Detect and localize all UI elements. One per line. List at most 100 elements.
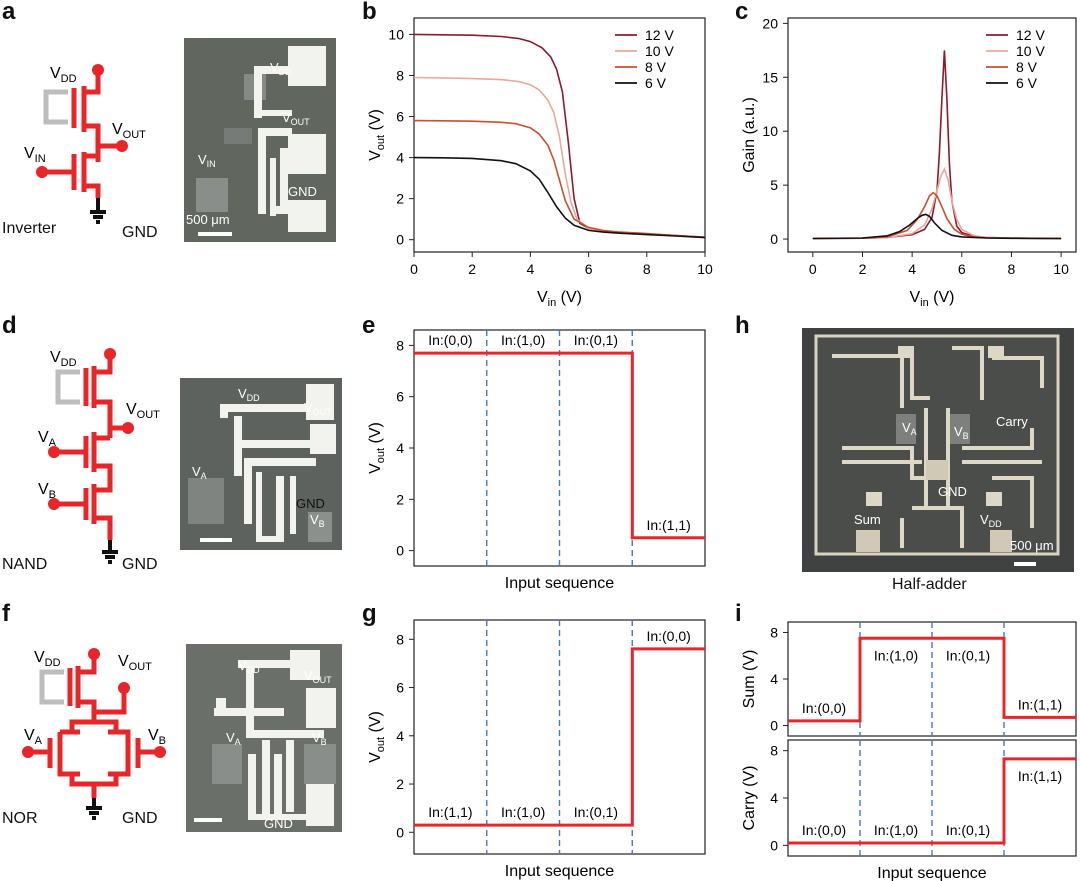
signal-trace-e [414, 351, 705, 540]
x-tick-label-b: 0 [410, 261, 418, 277]
nand-photo-gnd: GND [296, 496, 325, 511]
y-tick-label-c: 20 [762, 15, 778, 31]
inverter-vin-label: VIN [24, 145, 46, 165]
state-label-i_sum-0: In:(0,0) [802, 700, 846, 716]
halfadder-photo-gnd: GND [938, 484, 967, 499]
x-tick-label-b: 6 [585, 261, 593, 277]
inverter-gnd-label: GND [122, 224, 158, 241]
y-tick-label-e: 2 [396, 491, 404, 507]
y-tick-label-g: 8 [396, 631, 404, 647]
series-line-b-2 [413, 119, 706, 238]
nor-photo-gnd: GND [264, 816, 293, 831]
y-axis-label-g: Vout (V) [367, 711, 387, 763]
nor-vb-label: VB [148, 727, 166, 747]
legend-entry-c-0: 12 V [1016, 27, 1045, 43]
y-tick-label-c: 5 [770, 177, 778, 193]
nor-vout-label: VOUT [118, 653, 152, 673]
panel-label-i: i [735, 600, 742, 627]
panel-label-c: c [735, 0, 749, 25]
x-tick-label-c: 10 [1053, 261, 1069, 277]
nor-va-label: VA [24, 727, 43, 747]
x-axis-label-b: Vin (V) [537, 289, 582, 309]
panel-label-d: d [2, 312, 17, 339]
nand-scale-bar [200, 538, 232, 542]
nor-photo-vb: VB [312, 730, 327, 747]
inverter-photo-vout: VOUT [282, 110, 310, 127]
y-tick-label-b: 2 [396, 191, 404, 207]
plot-frame-c [787, 17, 1077, 253]
state-label-e-3: In:(1,1) [646, 517, 690, 533]
y-tick-label-i_carry: 0 [770, 837, 778, 853]
state-label-g-2: In:(0,1) [574, 804, 618, 820]
state-label-e-0: In:(0,0) [428, 332, 472, 348]
inverter-photo-vdd: VDD [270, 60, 292, 77]
nand-micrograph: VDD VOUT VA GND VB [180, 378, 342, 550]
halfadder-photo-carry: Carry [996, 414, 1028, 429]
x-tick-label-c: 2 [859, 261, 867, 277]
y-tick-label-b: 8 [396, 67, 404, 83]
x-tick-label-c: 6 [958, 261, 966, 277]
chart-i-sum: 0 4 8 In:(0,0) In:(1,0) In:(0,1) In:(1,1) Sum (… [741, 621, 1077, 737]
x-tick-label-c: 0 [809, 261, 817, 277]
nor-name: NOR [2, 810, 38, 827]
x-axis-label-g: Input sequence [505, 863, 615, 880]
nor-photo-va: VA [226, 730, 241, 747]
state-label-i_sum-2: In:(0,1) [946, 647, 990, 663]
y-tick-label-c: 0 [770, 231, 778, 247]
y-axis-label-i_sum: Sum (V) [741, 650, 758, 709]
inverter-schematic: VDD VOUT VIN [24, 64, 146, 224]
state-label-i_sum-3: In:(1,1) [1018, 696, 1062, 712]
x-tick-label-b: 8 [643, 261, 651, 277]
state-label-i_carry-3: In:(1,1) [1018, 768, 1062, 784]
x-axis-label-i_carry: Input sequence [877, 865, 987, 881]
nand-va-label: VA [38, 429, 57, 449]
y-tick-label-i_sum: 0 [770, 718, 778, 734]
halfadder-photo-va: VA [902, 420, 917, 437]
inverter-vout-label: VOUT [112, 121, 146, 141]
state-label-g-0: In:(1,1) [428, 804, 472, 820]
legend-entry-b-1: 10 V [645, 43, 674, 59]
x-tick-label-c: 8 [1008, 261, 1016, 277]
nor-schematic: VDD VOUT VA VB [22, 648, 166, 820]
panel-label-b: b [362, 0, 377, 25]
chart-i-carry: 0 4 8 In:(0,0) In:(1,0) In:(0,1) In:(1,1) Input… [741, 739, 1077, 881]
y-tick-label-e: 4 [396, 440, 404, 456]
y-axis-label-e: Vout (V) [367, 422, 387, 474]
inverter-micrograph: VDD VOUT VIN GND 500 μm [184, 38, 336, 242]
nand-photo-vout: VOUT [304, 400, 332, 417]
nand-vdd-label: VDD [50, 349, 77, 369]
y-tick-label-i_carry: 8 [770, 743, 778, 759]
halfadder-caption: Half-adder [892, 576, 967, 593]
inverter-name: Inverter [2, 220, 57, 237]
y-tick-label-g: 6 [396, 680, 404, 696]
chart-g-nor-output: 0 2 4 6 8 In:(1,1) In:(1,0) In:(0,1) In:(0,0) Inp… [367, 619, 706, 880]
state-label-g-3: In:(0,0) [646, 628, 690, 644]
nand-photo-vdd: VDD [238, 386, 260, 403]
y-tick-label-b: 10 [388, 26, 404, 42]
legend-entry-b-3: 6 V [645, 75, 667, 91]
y-tick-label-e: 0 [396, 543, 404, 559]
inverter-photo-vin: VIN [198, 152, 216, 169]
series-line-b-3 [413, 156, 706, 239]
state-label-g-1: In:(1,0) [501, 804, 545, 820]
series-line-c-2 [812, 191, 1062, 240]
halfadder-photo-sum: Sum [854, 512, 881, 527]
y-tick-label-b: 6 [396, 109, 404, 125]
legend-entry-c-3: 6 V [1016, 75, 1038, 91]
signal-trace-i_carry [788, 757, 1076, 845]
nor-photo-vout: VOUT [304, 668, 332, 685]
chart-e-nand-output: 0 2 4 6 8 In:(0,0) In:(1,0) In:(0,1) In:(1,1) Inp… [367, 329, 706, 592]
nor-scale-bar [194, 818, 222, 822]
halfadder-micrograph: VA VB Carry GND Sum VDD 500 μm [802, 328, 1074, 572]
halfadder-scale-label: 500 μm [1010, 538, 1054, 553]
y-tick-label-c: 15 [762, 69, 778, 85]
inverter-photo-gnd: GND [288, 184, 317, 199]
inverter-vdd-label: VDD [50, 65, 77, 85]
x-tick-label-b: 10 [697, 261, 713, 277]
x-tick-label-b: 2 [468, 261, 476, 277]
halfadder-scale-bar [1014, 562, 1036, 566]
chart-c-gain: 0 2 4 6 8 10 0 5 10 15 20 12 V10 V8 V6 V Vin (V) Gain… [741, 15, 1077, 309]
nand-photo-vb: VB [310, 512, 325, 529]
legend-entry-b-2: 8 V [645, 59, 667, 75]
y-tick-label-g: 2 [396, 776, 404, 792]
